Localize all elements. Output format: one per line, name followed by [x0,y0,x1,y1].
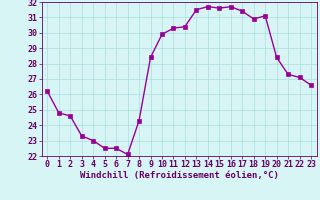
X-axis label: Windchill (Refroidissement éolien,°C): Windchill (Refroidissement éolien,°C) [80,171,279,180]
